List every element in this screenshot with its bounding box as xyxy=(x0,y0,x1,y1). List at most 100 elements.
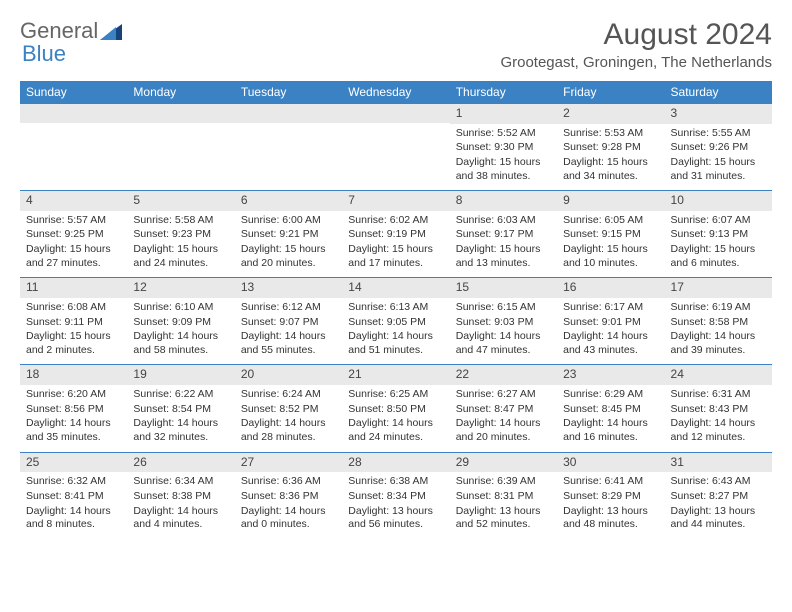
calendar-week: 1Sunrise: 5:52 AMSunset: 9:30 PMDaylight… xyxy=(20,104,772,191)
sunset-text: Sunset: 9:03 PM xyxy=(456,316,551,330)
day-number: 5 xyxy=(127,191,234,211)
day-number: 12 xyxy=(127,278,234,298)
sunrise-text: Sunrise: 6:27 AM xyxy=(456,388,551,402)
sunrise-text: Sunrise: 6:19 AM xyxy=(671,301,766,315)
day-header-tuesday: Tuesday xyxy=(235,81,342,104)
day-header-friday: Friday xyxy=(557,81,664,104)
day-number: 20 xyxy=(235,365,342,385)
calendar-cell: 5Sunrise: 5:58 AMSunset: 9:23 PMDaylight… xyxy=(127,191,234,278)
sunrise-text: Sunrise: 6:41 AM xyxy=(563,475,658,489)
day-body: Sunrise: 6:24 AMSunset: 8:52 PMDaylight:… xyxy=(235,385,342,452)
sunrise-text: Sunrise: 5:53 AM xyxy=(563,127,658,141)
day-number: 10 xyxy=(665,191,772,211)
calendar-cell: 10 Sunrise: 6:07 AMSunset: 9:13 PMDayligh… xyxy=(665,191,772,278)
sunset-text: Sunset: 8:50 PM xyxy=(348,403,443,417)
sunrise-text: Sunrise: 6:17 AM xyxy=(563,301,658,315)
sunrise-text: Sunrise: 6:12 AM xyxy=(241,301,336,315)
daylight-text: Daylight: 15 hours and 20 minutes. xyxy=(241,243,336,270)
day-body: Sunrise: 5:53 AMSunset: 9:28 PMDaylight:… xyxy=(557,124,664,191)
sunset-text: Sunset: 8:36 PM xyxy=(241,490,336,504)
day-number: 15 xyxy=(450,278,557,298)
day-body: Sunrise: 5:58 AMSunset: 9:23 PMDaylight:… xyxy=(127,211,234,278)
day-body-empty xyxy=(20,123,127,183)
day-header-monday: Monday xyxy=(127,81,234,104)
header: General August 2024 Grootegast, Groninge… xyxy=(20,18,772,71)
calendar-header-row: SundayMondayTuesdayWednesdayThursdayFrid… xyxy=(20,81,772,104)
title-block: August 2024 Grootegast, Groningen, The N… xyxy=(500,18,772,71)
day-number: 3 xyxy=(665,104,772,124)
day-body: Sunrise: 6:32 AMSunset: 8:41 PMDaylight:… xyxy=(20,472,127,539)
daylight-text: Daylight: 15 hours and 6 minutes. xyxy=(671,243,766,270)
day-body: Sunrise: 6:02 AMSunset: 9:19 PMDaylight:… xyxy=(342,211,449,278)
calendar-cell: 19Sunrise: 6:22 AMSunset: 8:54 PMDayligh… xyxy=(127,365,234,452)
sunrise-text: Sunrise: 6:25 AM xyxy=(348,388,443,402)
sunset-text: Sunset: 9:09 PM xyxy=(133,316,228,330)
calendar-cell: 6Sunrise: 6:00 AMSunset: 9:21 PMDaylight… xyxy=(235,191,342,278)
day-number: 31 xyxy=(665,453,772,473)
day-number: 23 xyxy=(557,365,664,385)
daylight-text: Daylight: 14 hours and 28 minutes. xyxy=(241,417,336,444)
day-body: Sunrise: 6:03 AMSunset: 9:17 PMDaylight:… xyxy=(450,211,557,278)
daylight-text: Daylight: 13 hours and 44 minutes. xyxy=(671,505,766,532)
sunrise-text: Sunrise: 6:10 AM xyxy=(133,301,228,315)
calendar-week: 25Sunrise: 6:32 AMSunset: 8:41 PMDayligh… xyxy=(20,452,772,539)
calendar-cell: 27Sunrise: 6:36 AMSunset: 8:36 PMDayligh… xyxy=(235,452,342,539)
sunset-text: Sunset: 9:05 PM xyxy=(348,316,443,330)
day-number: 8 xyxy=(450,191,557,211)
day-number: 30 xyxy=(557,453,664,473)
day-body: Sunrise: 6:08 AMSunset: 9:11 PMDaylight:… xyxy=(20,298,127,365)
day-number: 7 xyxy=(342,191,449,211)
calendar-cell: 1Sunrise: 5:52 AMSunset: 9:30 PMDaylight… xyxy=(450,104,557,191)
sunset-text: Sunset: 9:13 PM xyxy=(671,228,766,242)
day-body-empty xyxy=(235,123,342,183)
daylight-text: Daylight: 14 hours and 55 minutes. xyxy=(241,330,336,357)
sunset-text: Sunset: 8:54 PM xyxy=(133,403,228,417)
day-body-empty xyxy=(127,123,234,183)
daylight-text: Daylight: 14 hours and 8 minutes. xyxy=(26,505,121,532)
sunset-text: Sunset: 8:29 PM xyxy=(563,490,658,504)
day-body: Sunrise: 6:36 AMSunset: 8:36 PMDaylight:… xyxy=(235,472,342,539)
day-body: Sunrise: 6:20 AMSunset: 8:56 PMDaylight:… xyxy=(20,385,127,452)
sunrise-text: Sunrise: 6:22 AM xyxy=(133,388,228,402)
day-body: Sunrise: 5:55 AMSunset: 9:26 PMDaylight:… xyxy=(665,124,772,191)
sunrise-text: Sunrise: 6:36 AM xyxy=(241,475,336,489)
month-title: August 2024 xyxy=(500,18,772,52)
day-number: 11 xyxy=(20,278,127,298)
sunrise-text: Sunrise: 6:32 AM xyxy=(26,475,121,489)
daylight-text: Daylight: 14 hours and 4 minutes. xyxy=(133,505,228,532)
sunrise-text: Sunrise: 5:55 AM xyxy=(671,127,766,141)
sunrise-text: Sunrise: 6:38 AM xyxy=(348,475,443,489)
day-body: Sunrise: 6:31 AMSunset: 8:43 PMDaylight:… xyxy=(665,385,772,452)
daylight-text: Daylight: 14 hours and 12 minutes. xyxy=(671,417,766,444)
sunset-text: Sunset: 9:26 PM xyxy=(671,141,766,155)
day-body: Sunrise: 6:38 AMSunset: 8:34 PMDaylight:… xyxy=(342,472,449,539)
daylight-text: Daylight: 15 hours and 24 minutes. xyxy=(133,243,228,270)
day-number: 2 xyxy=(557,104,664,124)
daylight-text: Daylight: 15 hours and 38 minutes. xyxy=(456,156,551,183)
sunset-text: Sunset: 8:34 PM xyxy=(348,490,443,504)
day-body: Sunrise: 6:27 AMSunset: 8:47 PMDaylight:… xyxy=(450,385,557,452)
day-number-empty xyxy=(20,104,127,123)
day-header-wednesday: Wednesday xyxy=(342,81,449,104)
daylight-text: Daylight: 15 hours and 27 minutes. xyxy=(26,243,121,270)
calendar-cell: 24Sunrise: 6:31 AMSunset: 8:43 PMDayligh… xyxy=(665,365,772,452)
day-number: 29 xyxy=(450,453,557,473)
day-body: Sunrise: 6:13 AMSunset: 9:05 PMDaylight:… xyxy=(342,298,449,365)
day-number: 21 xyxy=(342,365,449,385)
day-number-empty xyxy=(342,104,449,123)
calendar-cell xyxy=(20,104,127,191)
sunset-text: Sunset: 9:30 PM xyxy=(456,141,551,155)
calendar-cell: 11Sunrise: 6:08 AMSunset: 9:11 PMDayligh… xyxy=(20,278,127,365)
daylight-text: Daylight: 14 hours and 16 minutes. xyxy=(563,417,658,444)
sunset-text: Sunset: 9:07 PM xyxy=(241,316,336,330)
calendar-cell: 16Sunrise: 6:17 AMSunset: 9:01 PMDayligh… xyxy=(557,278,664,365)
sunset-text: Sunset: 9:21 PM xyxy=(241,228,336,242)
calendar-cell: 26Sunrise: 6:34 AMSunset: 8:38 PMDayligh… xyxy=(127,452,234,539)
calendar-page: General August 2024 Grootegast, Groninge… xyxy=(0,0,792,551)
calendar-cell: 31Sunrise: 6:43 AMSunset: 8:27 PMDayligh… xyxy=(665,452,772,539)
sunrise-text: Sunrise: 5:58 AM xyxy=(133,214,228,228)
sunrise-text: Sunrise: 6:07 AM xyxy=(671,214,766,228)
day-body-empty xyxy=(342,123,449,183)
sunrise-text: Sunrise: 6:34 AM xyxy=(133,475,228,489)
sunset-text: Sunset: 8:38 PM xyxy=(133,490,228,504)
